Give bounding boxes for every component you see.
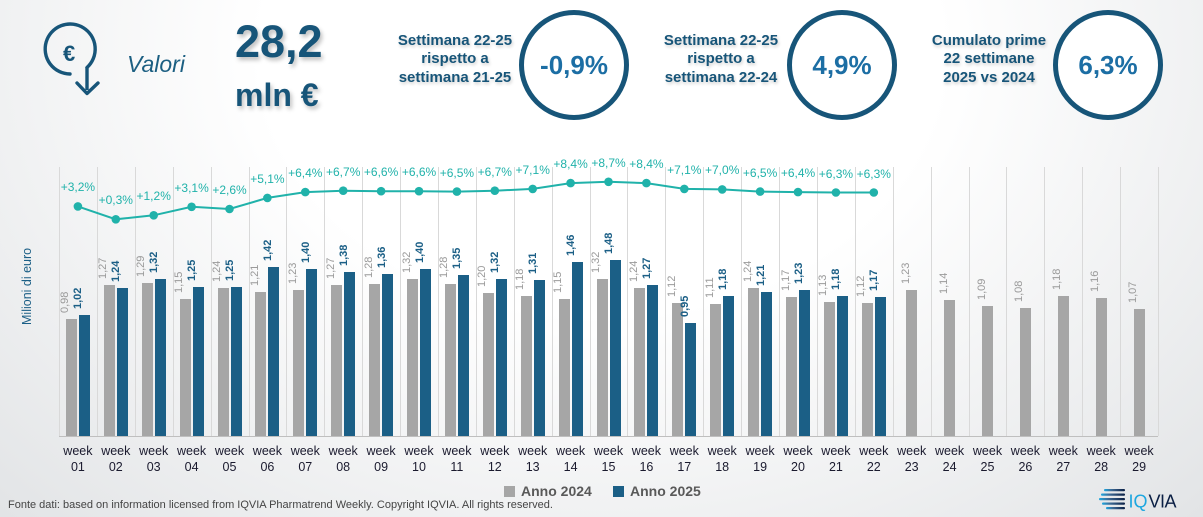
svg-text:VIA: VIA <box>1149 492 1177 512</box>
svg-text:Q: Q <box>1134 492 1148 512</box>
svg-text:I: I <box>1129 492 1134 512</box>
